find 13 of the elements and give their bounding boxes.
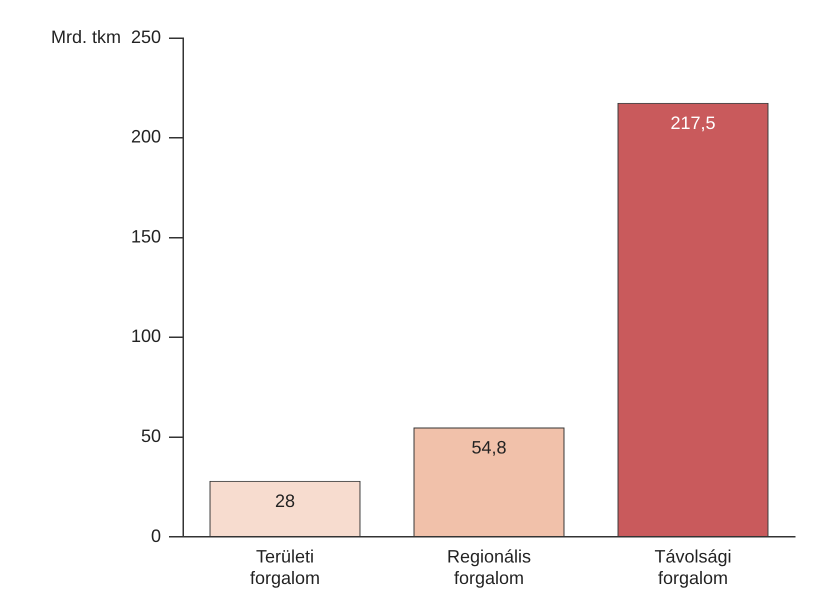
y-tick-label: 250 bbox=[130, 26, 161, 47]
data-label: 217,5 bbox=[670, 112, 716, 133]
y-tick-label: 100 bbox=[130, 326, 161, 346]
x-tick-label: Távolsági forgalom bbox=[654, 546, 732, 588]
y-tick-label: 200 bbox=[130, 126, 161, 147]
y-tick-label: 0 bbox=[150, 526, 161, 546]
data-label: 54,8 bbox=[471, 437, 507, 458]
y-tick-label: 50 bbox=[140, 426, 161, 446]
data-label: 28 bbox=[274, 490, 296, 511]
y-tick-label: 150 bbox=[130, 226, 161, 246]
x-tick-label: Területi forgalom bbox=[250, 546, 320, 588]
x-tick-label: Regionális forgalom bbox=[446, 546, 532, 588]
y-axis-title: Mrd. tkm bbox=[50, 26, 121, 47]
